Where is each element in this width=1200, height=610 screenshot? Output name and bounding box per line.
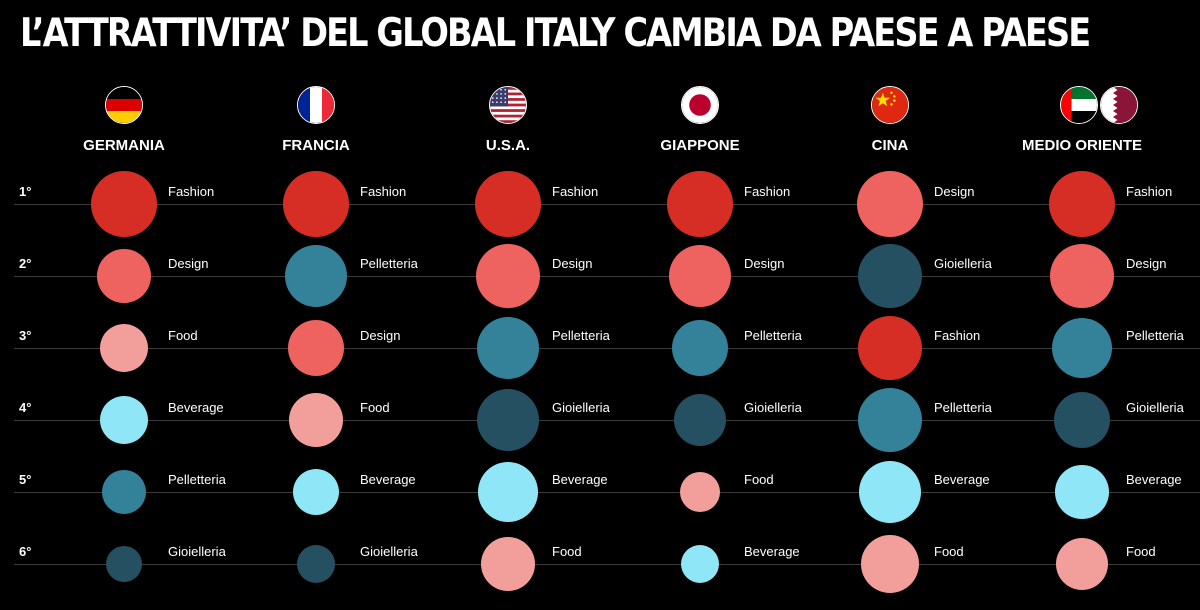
bubble xyxy=(681,545,719,583)
bubble xyxy=(858,316,922,380)
bubble xyxy=(293,469,339,515)
bubble xyxy=(100,396,148,444)
bubble-label: Pelletteria xyxy=(934,400,992,415)
rank-label: 2° xyxy=(19,256,32,271)
bubble-label: Fashion xyxy=(934,328,981,343)
country-name: U.S.A. xyxy=(485,137,531,154)
bubble-label: Design xyxy=(552,256,593,271)
bubble-label: Fashion xyxy=(552,184,599,199)
bubble xyxy=(1050,244,1114,308)
bubble-label: Gioielleria xyxy=(552,400,610,415)
bubble-label: Design xyxy=(168,256,209,271)
bubble-label: Gioielleria xyxy=(168,544,226,559)
bubble-label: Gioielleria xyxy=(934,256,992,271)
bubble xyxy=(1056,538,1108,590)
bubble xyxy=(680,472,720,512)
bubble-label: Food xyxy=(1126,544,1156,559)
country-name: GERMANIA xyxy=(83,137,165,154)
bubble-label: Gioielleria xyxy=(360,544,418,559)
country-name: CINA xyxy=(871,137,909,154)
bubble-label: Design xyxy=(934,184,975,199)
bubble xyxy=(674,394,726,446)
bubble-label: Design xyxy=(744,256,785,271)
rank-divider xyxy=(14,564,1200,565)
rank-divider xyxy=(14,276,1200,277)
bubble-label: Beverage xyxy=(934,472,990,487)
country-name: FRANCIA xyxy=(282,137,350,154)
rank-divider xyxy=(14,204,1200,205)
bubble-label: Pelletteria xyxy=(744,328,802,343)
rank-label: 5° xyxy=(19,472,32,487)
bubble xyxy=(667,171,733,237)
bubble-label: Gioielleria xyxy=(1126,400,1184,415)
bubble-label: Design xyxy=(360,328,401,343)
country-name: MEDIO ORIENTE xyxy=(1021,137,1142,154)
bubble xyxy=(285,245,347,307)
bubble-label: Pelletteria xyxy=(360,256,418,271)
usa-flag-icon xyxy=(489,86,527,124)
bubble xyxy=(672,320,728,376)
bubble-label: Gioielleria xyxy=(744,400,802,415)
bubble-label: Beverage xyxy=(1126,472,1182,487)
bubble xyxy=(102,470,146,514)
bubble xyxy=(283,171,349,237)
bubble xyxy=(91,171,157,237)
bubble-label: Food xyxy=(360,400,390,415)
bubble-label: Design xyxy=(1126,256,1167,271)
bubble xyxy=(1054,392,1110,448)
bubble xyxy=(1052,318,1112,378)
bubble xyxy=(288,320,344,376)
bubble xyxy=(859,461,921,523)
germany-flag-icon xyxy=(105,86,143,124)
bubble-label: Fashion xyxy=(360,184,407,199)
bubble xyxy=(477,389,539,451)
bubble-label: Food xyxy=(744,472,774,487)
bubble-label: Fashion xyxy=(1126,184,1173,199)
bubble xyxy=(858,244,922,308)
bubble-label: Fashion xyxy=(744,184,791,199)
japan-flag-icon xyxy=(681,86,719,124)
rank-label: 4° xyxy=(19,400,32,415)
qatar-flag-icon xyxy=(1100,86,1138,124)
bubble xyxy=(475,171,541,237)
bubble xyxy=(857,171,923,237)
bubble-label: Pelletteria xyxy=(1126,328,1184,343)
bubble-label: Beverage xyxy=(552,472,608,487)
bubble-label: Fashion xyxy=(168,184,215,199)
uae-flag-icon xyxy=(1060,86,1098,124)
rank-divider xyxy=(14,492,1200,493)
china-flag-icon xyxy=(871,86,909,124)
bubble xyxy=(289,393,343,447)
rank-label: 6° xyxy=(19,544,32,559)
france-flag-icon xyxy=(297,86,335,124)
rank-label: 3° xyxy=(19,328,32,343)
bubble-label: Food xyxy=(552,544,582,559)
bubble-label: Beverage xyxy=(360,472,416,487)
bubble-label: Beverage xyxy=(744,544,800,559)
page-title: L’ATTRATTIVITA’ DEL GLOBAL ITALY CAMBIA … xyxy=(20,11,1091,56)
bubble xyxy=(297,545,335,583)
bubble-label: Pelletteria xyxy=(168,472,226,487)
rank-label: 1° xyxy=(19,184,32,199)
bubble xyxy=(1055,465,1109,519)
bubble-label: Food xyxy=(934,544,964,559)
bubble-label: Food xyxy=(168,328,198,343)
bubble xyxy=(858,388,922,452)
bubble xyxy=(100,324,148,372)
bubble xyxy=(97,249,151,303)
bubble xyxy=(106,546,142,582)
bubble xyxy=(478,462,538,522)
bubble-label: Pelletteria xyxy=(552,328,610,343)
bubble xyxy=(1049,171,1115,237)
bubble-label: Beverage xyxy=(168,400,224,415)
rank-divider xyxy=(14,348,1200,349)
bubble xyxy=(481,537,535,591)
bubble xyxy=(861,535,919,593)
bubble xyxy=(476,244,540,308)
rank-divider xyxy=(14,420,1200,421)
bubble xyxy=(477,317,539,379)
bubble xyxy=(669,245,731,307)
country-name: GIAPPONE xyxy=(660,137,740,154)
